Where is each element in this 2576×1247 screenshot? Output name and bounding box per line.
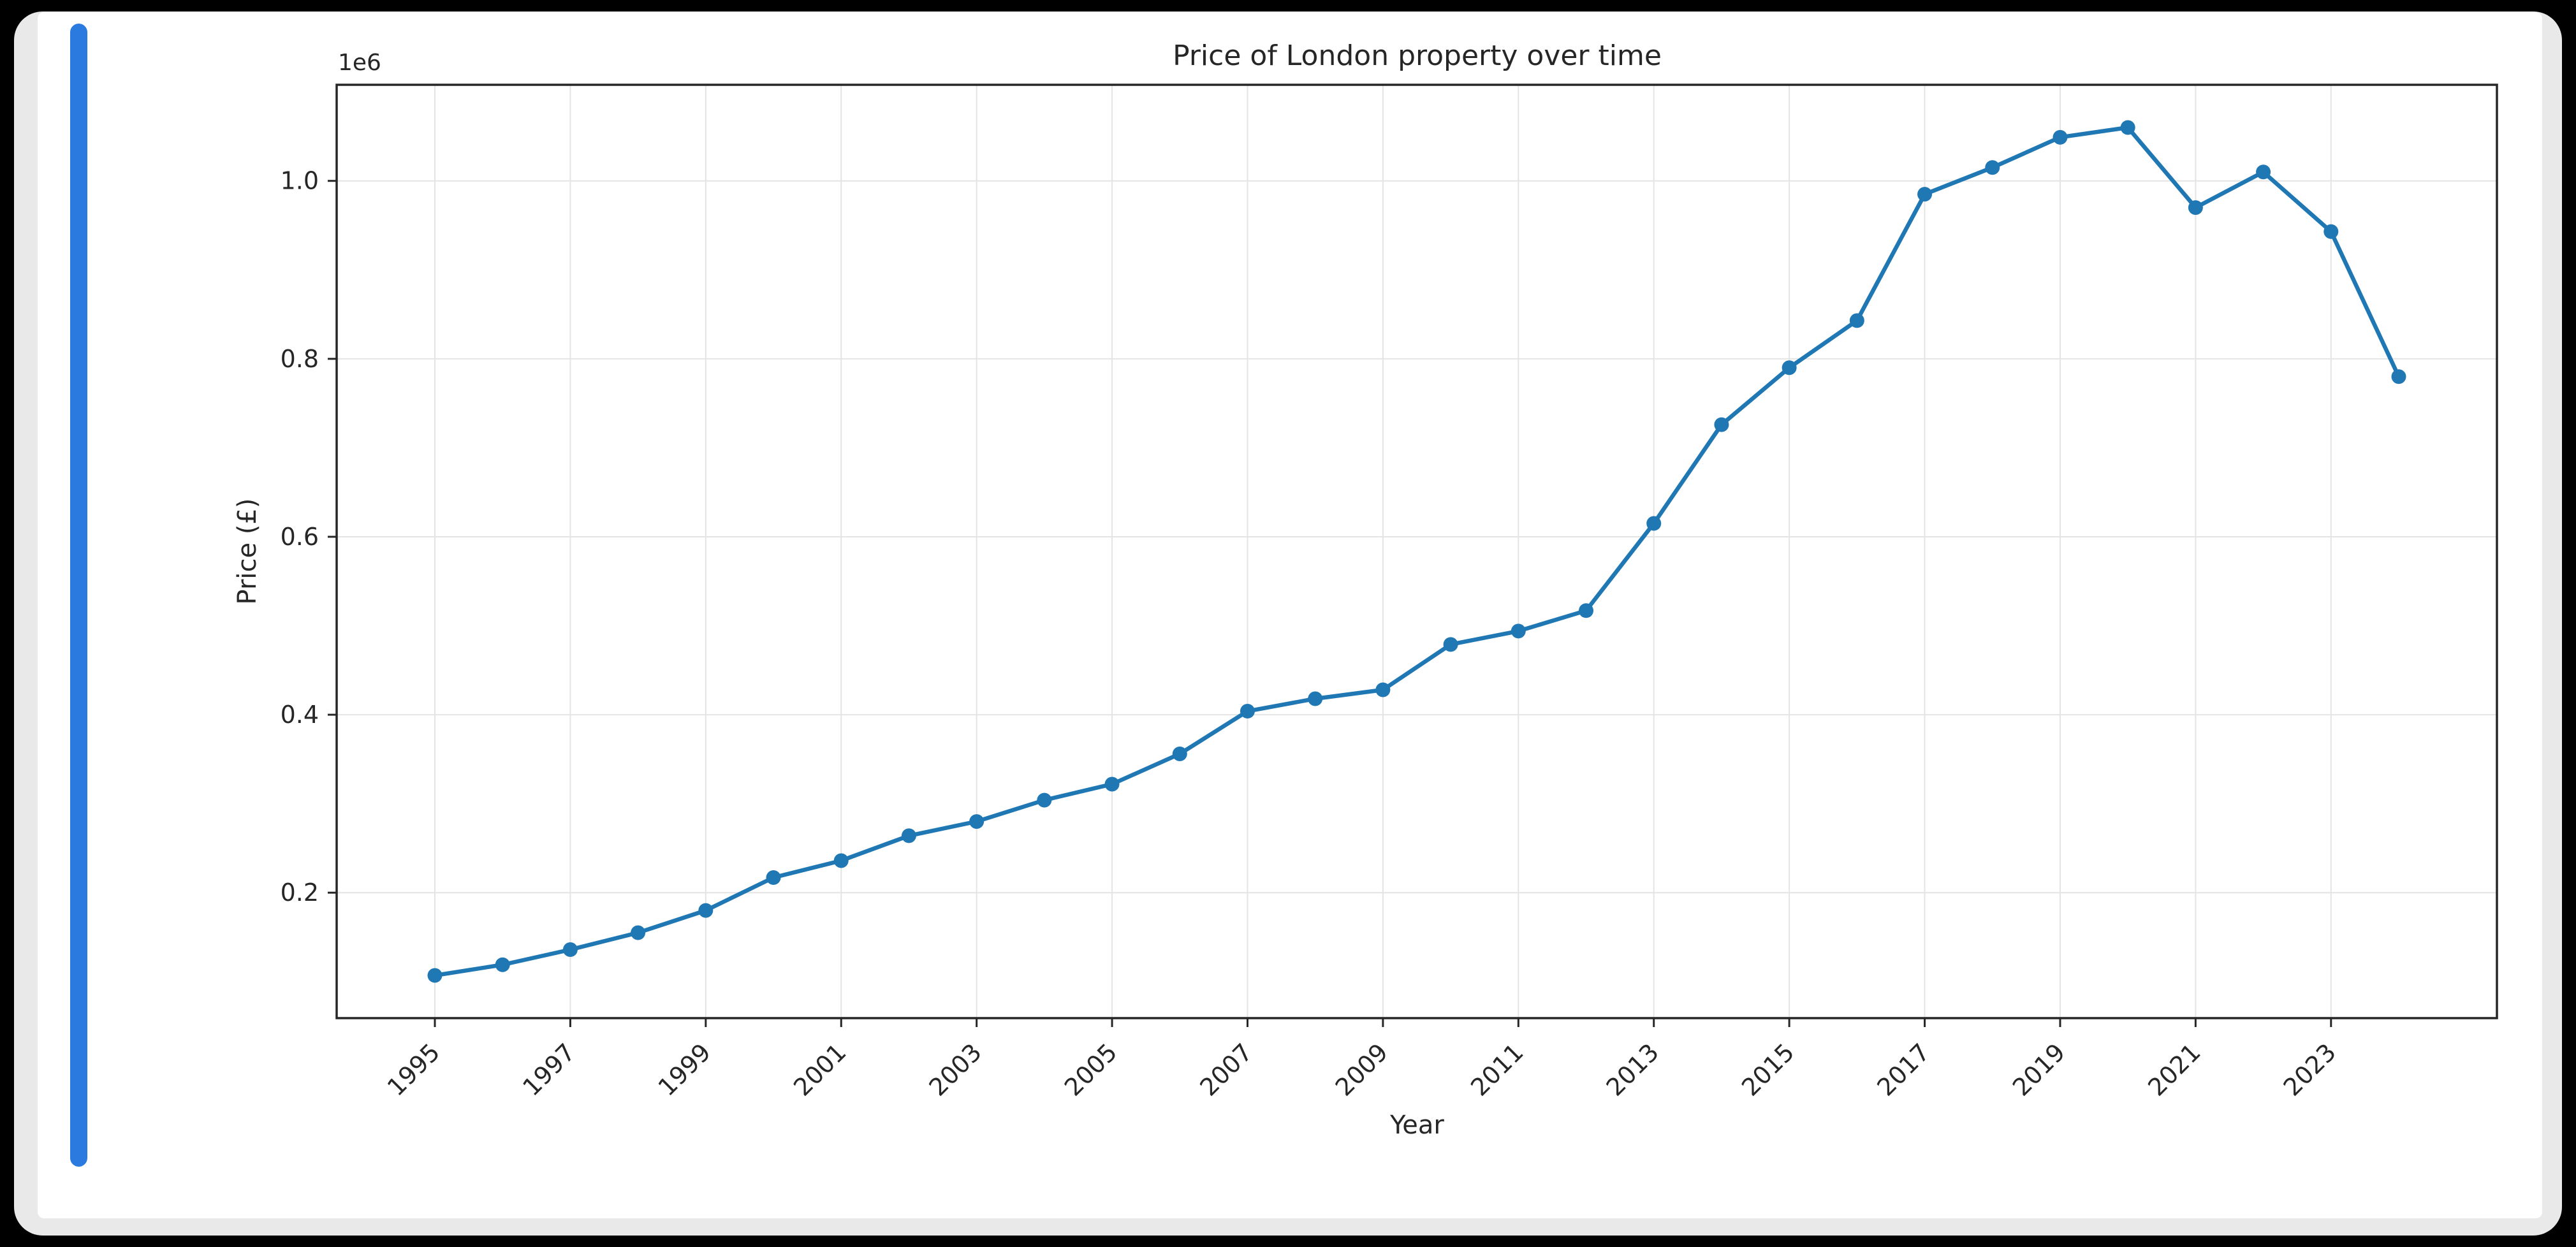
data-point-marker [495,957,510,972]
data-point-marker [2053,129,2068,145]
y-tick-label: 0.4 [281,701,319,729]
x-tick-label: 2009 [1330,1038,1394,1102]
x-tick-label: 2017 [1871,1038,1935,1102]
x-tick-label: 2019 [2007,1038,2071,1102]
x-tick-label: 2011 [1465,1038,1529,1102]
data-point-marker [969,814,984,829]
data-point-marker [698,903,714,918]
axes-spines [335,84,2498,1019]
data-point-marker [766,870,781,885]
data-point-marker [1646,516,1662,531]
data-point-marker [631,925,646,940]
data-point-marker [1917,187,1933,202]
x-tick-label: 1995 [382,1038,446,1102]
data-point-marker [1782,360,1797,376]
data-point-marker [1037,792,1052,808]
x-tick-label: 2015 [1736,1038,1800,1102]
x-tick-label: 2007 [1194,1038,1258,1102]
x-tick-label: 2013 [1601,1038,1665,1102]
data-point-marker [1849,313,1864,328]
data-point-marker [2324,224,2339,239]
window-card [14,11,2562,1236]
x-tick-label: 1997 [517,1038,581,1102]
data-point-marker [2188,200,2203,215]
x-tick-label: 2021 [2142,1038,2206,1102]
vertical-scrollbar-thumb[interactable] [70,24,87,1167]
data-point-marker [1714,417,1729,432]
y-tick-label: 1.0 [281,167,319,195]
data-point-marker [1172,747,1187,762]
y-tick-label: 0.6 [281,523,319,551]
y-axis-offset-label: 1e6 [338,50,381,76]
data-point-marker [2391,369,2406,384]
data-point-marker [1511,624,1526,639]
data-point-marker [1375,682,1391,697]
data-point-marker [1308,691,1323,706]
data-point-marker [2120,120,2135,135]
data-point-marker [427,968,443,983]
y-axis-label: Price (£) [233,498,262,605]
x-tick-label: 2023 [2278,1038,2342,1102]
chart-title: Price of London property over time [1173,40,1662,72]
data-point-marker [1240,704,1255,719]
data-point-marker [833,853,849,868]
x-tick-label: 2005 [1059,1038,1123,1102]
data-point-marker [901,828,916,843]
x-tick-label: 1999 [653,1038,717,1102]
data-point-marker [1104,777,1120,792]
y-tick-label: 0.2 [281,879,319,907]
data-point-marker [1579,603,1594,618]
x-tick-label: 2001 [788,1038,852,1102]
data-point-marker [1443,637,1458,652]
x-axis-label: Year [1390,1111,1444,1140]
data-point-marker [1985,160,2000,175]
x-tick-label: 2003 [924,1038,988,1102]
data-point-marker [2256,164,2271,180]
data-point-marker [562,942,578,958]
price-line [434,125,2401,978]
y-tick-label: 0.8 [281,345,319,373]
